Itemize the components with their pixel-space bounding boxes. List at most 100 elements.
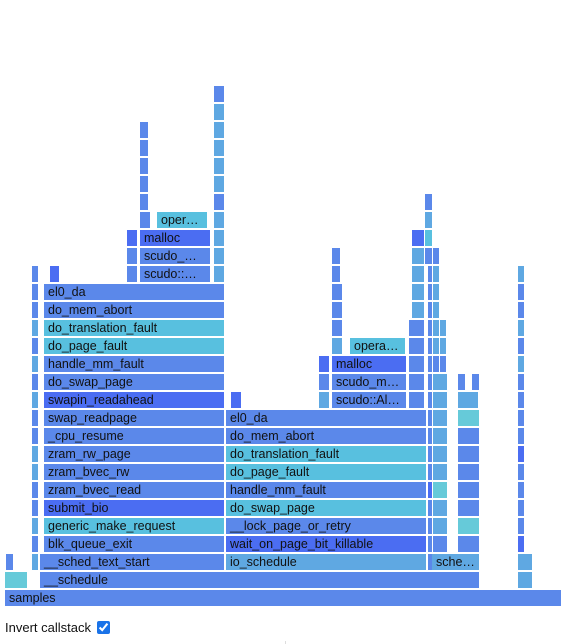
flame-frame-scudo-m-[interactable]: scudo_m… (332, 374, 406, 390)
flame-frame[interactable] (518, 302, 524, 318)
flame-frame[interactable] (428, 356, 432, 372)
flame-frame[interactable] (412, 266, 424, 282)
flame-frame-generic-make-request[interactable]: generic_make_request (44, 518, 224, 534)
flame-frame[interactable] (50, 266, 59, 282)
flame-frame[interactable] (409, 356, 424, 372)
flame-frame[interactable] (409, 374, 424, 390)
flame-frame-do-mem-abort[interactable]: do_mem_abort (226, 428, 426, 444)
flame-frame[interactable] (409, 338, 424, 354)
flame-frame[interactable] (518, 518, 524, 534)
flame-frame[interactable] (518, 410, 524, 426)
flame-frame[interactable] (458, 392, 478, 408)
flame-frame[interactable] (332, 266, 340, 282)
flame-frame[interactable] (428, 428, 432, 444)
flame-frame[interactable] (458, 428, 479, 444)
flame-frame[interactable] (433, 500, 447, 516)
flame-frame[interactable] (32, 410, 38, 426)
flame-frame[interactable] (433, 392, 447, 408)
flame-frame[interactable] (412, 248, 424, 264)
flame-frame-submit-bio[interactable]: submit_bio (44, 500, 224, 516)
flame-frame[interactable] (412, 284, 424, 300)
flame-frame[interactable] (231, 392, 241, 408)
flame-frame[interactable] (433, 374, 447, 390)
flame-frame[interactable] (518, 374, 524, 390)
flame-frame[interactable] (440, 338, 446, 354)
flame-frame[interactable] (140, 158, 148, 174)
flame-frame[interactable] (319, 356, 329, 372)
flame-frame[interactable] (440, 320, 446, 336)
flame-frame-handle-mm-fault[interactable]: handle_mm_fault (226, 482, 426, 498)
flame-frame[interactable] (32, 374, 38, 390)
flame-frame[interactable] (32, 428, 38, 444)
flame-frame[interactable] (433, 410, 447, 426)
flame-frame[interactable] (458, 374, 465, 390)
flame-frame[interactable] (32, 464, 38, 480)
flame-frame[interactable] (440, 356, 446, 372)
flame-frame[interactable] (127, 230, 137, 246)
flame-frame[interactable] (32, 500, 38, 516)
flame-frame[interactable] (332, 338, 342, 354)
flame-frame[interactable] (32, 356, 38, 372)
flame-frame-do-translation-fault[interactable]: do_translation_fault (44, 320, 224, 336)
flame-frame[interactable] (433, 266, 439, 282)
flame-frame[interactable] (458, 482, 479, 498)
flame-frame[interactable] (425, 248, 432, 264)
flame-frame-samples[interactable]: samples (5, 590, 561, 606)
flame-frame[interactable] (518, 428, 524, 444)
flame-frame-do-swap-page[interactable]: do_swap_page (44, 374, 224, 390)
flame-frame-malloc[interactable]: malloc (140, 230, 210, 246)
flame-frame--lock-page-or-retry[interactable]: __lock_page_or_retry (226, 518, 426, 534)
flame-frame-zram-bvec-rw[interactable]: zram_bvec_rw (44, 464, 224, 480)
flame-frame[interactable] (518, 554, 532, 570)
flame-frame[interactable] (518, 464, 524, 480)
flame-frame[interactable] (428, 410, 432, 426)
flame-frame[interactable] (32, 482, 38, 498)
flame-frame-el0-da[interactable]: el0_da (44, 284, 224, 300)
flame-frame[interactable] (332, 302, 342, 318)
flame-frame[interactable] (433, 284, 439, 300)
flame-frame[interactable] (428, 302, 432, 318)
flame-frame[interactable] (428, 284, 432, 300)
flame-frame[interactable] (518, 266, 524, 282)
flame-frame[interactable] (428, 320, 432, 336)
flame-frame[interactable] (409, 320, 424, 336)
flame-frame[interactable] (140, 212, 150, 228)
flame-frame[interactable] (332, 284, 342, 300)
flame-frame-blk-queue-exit[interactable]: blk_queue_exit (44, 536, 224, 552)
flame-frame[interactable] (428, 266, 432, 282)
flame-frame[interactable] (412, 302, 424, 318)
flame-frame[interactable] (214, 266, 224, 282)
flame-frame[interactable] (140, 194, 148, 210)
flame-frame[interactable] (214, 122, 224, 138)
flame-frame-oper-[interactable]: oper… (157, 212, 207, 228)
flame-frame[interactable] (428, 554, 432, 570)
flame-frame[interactable] (428, 338, 432, 354)
flame-frame[interactable] (428, 500, 432, 516)
flame-frame[interactable] (433, 446, 447, 462)
flame-frame[interactable] (433, 536, 447, 552)
flame-frame[interactable] (433, 464, 447, 480)
flame-frame[interactable] (32, 284, 38, 300)
flame-frame[interactable] (518, 356, 524, 372)
flame-frame[interactable] (433, 482, 447, 498)
flame-frame[interactable] (433, 248, 439, 264)
flame-frame[interactable] (428, 392, 432, 408)
flame-frame[interactable] (214, 176, 224, 192)
flame-frame[interactable] (214, 248, 224, 264)
flame-frame-el0-da[interactable]: el0_da (226, 410, 426, 426)
flame-frame[interactable] (332, 320, 342, 336)
flame-frame[interactable] (32, 266, 38, 282)
flame-frame--cpu-resume[interactable]: _cpu_resume (44, 428, 224, 444)
flame-frame[interactable] (32, 554, 38, 570)
flame-frame[interactable] (32, 518, 38, 534)
flame-frame[interactable] (127, 248, 137, 264)
flame-frame-scudo-[interactable]: scudo_… (140, 248, 210, 264)
flame-frame[interactable] (140, 140, 148, 156)
flame-frame[interactable] (214, 104, 224, 120)
flame-frame[interactable] (32, 302, 38, 318)
flame-frame[interactable] (458, 536, 479, 552)
flame-frame[interactable] (332, 248, 340, 264)
flame-frame-io-schedule[interactable]: io_schedule (226, 554, 426, 570)
flame-frame[interactable] (214, 194, 224, 210)
flame-frame[interactable] (433, 320, 439, 336)
